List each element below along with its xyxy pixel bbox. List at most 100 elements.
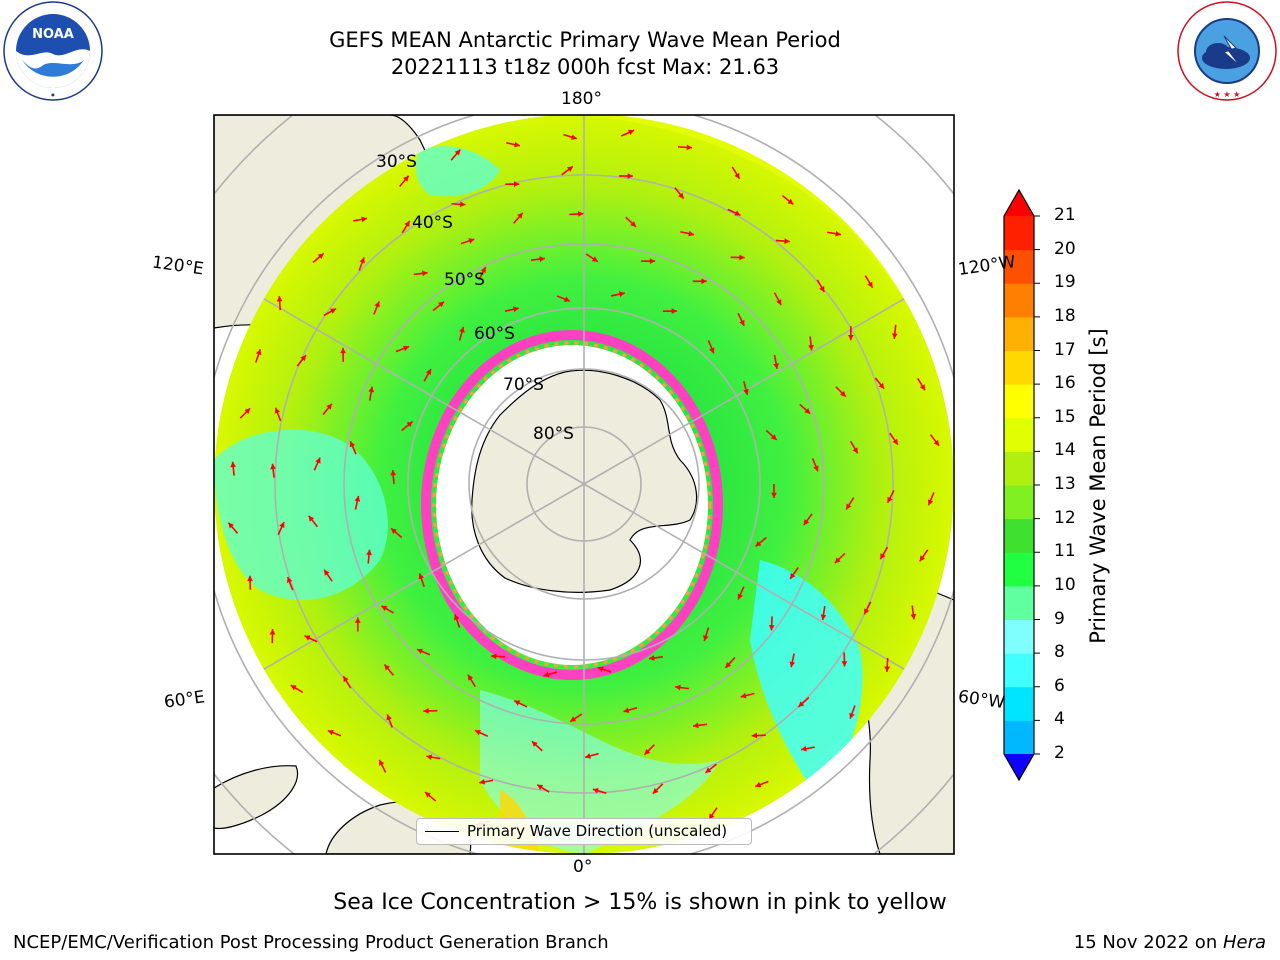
wave-direction-arrowhead bbox=[701, 278, 707, 285]
noaa-logo-icon: NOAA ● bbox=[2, 0, 104, 102]
wave-direction-arrowhead bbox=[789, 661, 796, 668]
wave-direction-arrowhead bbox=[808, 344, 814, 351]
wave-direction-arrowhead bbox=[479, 779, 485, 785]
colorbar-tick-label: 10 bbox=[1054, 574, 1076, 595]
colorbar-segment bbox=[1004, 417, 1034, 452]
wave-direction-arrowhead bbox=[592, 787, 599, 794]
wave-direction-arrowhead bbox=[686, 144, 693, 151]
wave-direction-arrowhead bbox=[703, 635, 709, 641]
footer-machine: Hera bbox=[1222, 932, 1266, 953]
wave-direction-arrowhead bbox=[852, 447, 858, 454]
wave-direction-arrowhead bbox=[425, 369, 431, 376]
wave-direction-arrowhead bbox=[755, 540, 762, 547]
wave-direction-arrowhead bbox=[878, 382, 885, 389]
chart-title: GEFS MEAN Antarctic Primary Wave Mean Pe… bbox=[329, 28, 841, 52]
chart-subtitle: 20221113 t18z 000h fcst Max: 21.63 bbox=[390, 55, 780, 79]
wave-direction-arrowhead bbox=[678, 192, 684, 199]
svg-text:★ ★ ★: ★ ★ ★ bbox=[1214, 90, 1241, 99]
wave-direction-arrowhead bbox=[326, 403, 332, 410]
map-legend: Primary Wave Direction (unscaled) bbox=[416, 818, 752, 845]
short-period-patch-south bbox=[480, 690, 720, 854]
wave-direction-arrowhead bbox=[849, 712, 855, 719]
wave-direction-arrowhead bbox=[349, 441, 356, 448]
wave-direction-arrowhead bbox=[743, 389, 749, 395]
wave-direction-arrowhead bbox=[705, 767, 712, 773]
wave-direction-arrowhead bbox=[403, 345, 409, 352]
nws-logo-icon: ★ ★ ★ bbox=[1176, 0, 1278, 102]
colorbar-tick-label: 13 bbox=[1054, 474, 1076, 494]
wave-direction-arrowhead bbox=[480, 267, 486, 274]
wave-direction-arrowhead bbox=[300, 355, 306, 362]
colorbar-tick-label: 9 bbox=[1054, 608, 1065, 629]
wave-direction-arrowhead bbox=[803, 519, 810, 526]
short-period-patch-nz bbox=[415, 146, 500, 197]
wave-direction-arrowhead bbox=[841, 661, 848, 667]
lat-label-50s: 50°S bbox=[444, 270, 485, 290]
footer-date: 15 Nov 2022 on Hera bbox=[1073, 932, 1266, 953]
wave-direction-arrowhead bbox=[840, 390, 846, 397]
colorbar bbox=[1003, 188, 1040, 782]
wave-direction-arrowhead bbox=[317, 253, 324, 259]
wave-direction-arrowhead bbox=[734, 210, 741, 216]
wave-direction-arrowhead bbox=[709, 813, 715, 820]
wave-direction-arrowhead bbox=[359, 257, 365, 264]
colorbar-tick-label: 2 bbox=[1054, 743, 1065, 763]
wave-direction-arrowhead bbox=[403, 175, 409, 182]
wave-direction-arrowhead bbox=[563, 296, 570, 302]
wave-direction-arrowhead bbox=[688, 230, 694, 237]
wave-direction-arrowhead bbox=[768, 624, 775, 631]
wave-direction-arrowhead bbox=[652, 787, 659, 794]
wave-direction-arrowhead bbox=[675, 684, 681, 691]
colorbar-tick-label: 16 bbox=[1054, 373, 1076, 394]
wave-direction-arrowhead bbox=[468, 674, 474, 681]
wave-direction-arrowhead bbox=[887, 496, 893, 503]
wave-direction-arrowhead bbox=[734, 172, 740, 179]
colorbar-tick-label: 17 bbox=[1054, 339, 1076, 360]
wave-direction-arrowhead bbox=[404, 220, 410, 227]
colorbar-label: Primary Wave Mean Period [s] bbox=[1086, 328, 1110, 644]
wave-direction-arrowhead bbox=[386, 714, 392, 721]
wave-direction-arrowhead bbox=[618, 291, 625, 297]
colorbar-segment bbox=[1004, 283, 1034, 318]
lon-label-0: 0° bbox=[573, 857, 593, 877]
wave-direction-arrowhead bbox=[340, 347, 346, 354]
wave-direction-arrowhead bbox=[390, 470, 397, 476]
wave-direction-arrowhead bbox=[751, 732, 758, 739]
wave-direction-arrowhead bbox=[891, 333, 898, 339]
madagascar-landmass bbox=[214, 765, 298, 830]
wave-direction-arrowhead bbox=[379, 759, 385, 766]
colorbar-segment bbox=[1004, 653, 1034, 688]
wave-direction-arrowhead bbox=[324, 569, 330, 576]
colorbar-tick-label: 14 bbox=[1054, 440, 1076, 461]
wave-direction-arrowhead bbox=[770, 434, 777, 440]
wave-direction-arrowhead bbox=[327, 729, 334, 736]
colorbar-tick-label: 20 bbox=[1054, 238, 1076, 259]
colorbar-segment bbox=[1004, 451, 1034, 486]
wave-direction-arrowhead bbox=[417, 648, 423, 655]
wave-direction-arrowhead bbox=[623, 707, 630, 713]
wave-direction-arrowhead bbox=[790, 572, 796, 579]
wave-direction-arrowhead bbox=[919, 384, 925, 391]
wave-direction-arrowhead bbox=[597, 666, 604, 672]
wave-direction-arrowhead bbox=[740, 692, 747, 699]
wave-direction-arrowhead bbox=[927, 499, 934, 506]
colorbar-segment bbox=[1004, 720, 1034, 755]
short-period-patch-east bbox=[750, 560, 863, 800]
wave-direction-arrowhead bbox=[543, 671, 550, 678]
wave-direction-arrowhead bbox=[591, 256, 598, 262]
wave-direction-arrowhead bbox=[422, 270, 428, 277]
wave-direction-arrowhead bbox=[835, 230, 841, 237]
wave-direction-arrowhead bbox=[570, 716, 577, 722]
wave-direction-arrowhead bbox=[286, 577, 293, 583]
wave-direction-arrowhead bbox=[513, 181, 520, 188]
colorbar-extend-high bbox=[1004, 190, 1034, 216]
wave-direction-arrowhead bbox=[438, 301, 445, 308]
colorbar-segment bbox=[1004, 585, 1034, 620]
colorbar-tick-label: 6 bbox=[1054, 675, 1065, 696]
colorbar-extend-low bbox=[1004, 754, 1034, 780]
wave-direction-arrowhead bbox=[787, 198, 794, 205]
lat-label-70s: 70°S bbox=[503, 375, 544, 395]
colorbar-segment bbox=[1004, 216, 1034, 251]
wave-direction-arrowhead bbox=[425, 792, 431, 798]
colorbar-tick-label: 8 bbox=[1054, 642, 1065, 663]
